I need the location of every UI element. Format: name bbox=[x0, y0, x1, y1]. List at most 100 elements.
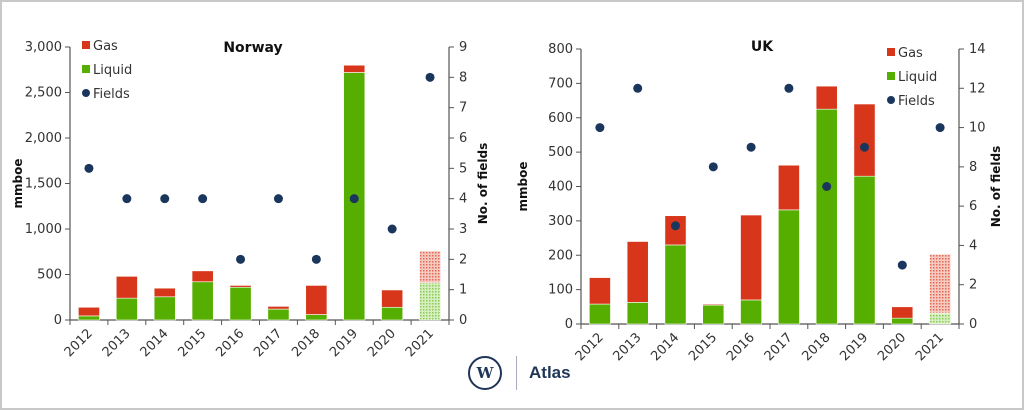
y2-tick-label: 6 bbox=[459, 131, 467, 146]
y-tick-label: 400 bbox=[548, 180, 573, 195]
bar-gas-2019 bbox=[343, 64, 366, 73]
y-tick-label: 500 bbox=[548, 145, 573, 160]
bar-liquid-2016 bbox=[740, 299, 762, 325]
point-fields-2019 bbox=[349, 194, 359, 204]
brand-logo-icon: W bbox=[468, 356, 502, 390]
y-tick-label: 500 bbox=[37, 268, 62, 283]
y-tick-label: 600 bbox=[548, 111, 573, 126]
point-fields-2013 bbox=[122, 194, 132, 204]
y2-tick-label: 2 bbox=[459, 252, 467, 267]
bar-liquid-2021 bbox=[419, 282, 441, 321]
point-fields-2014 bbox=[671, 221, 680, 231]
x-tick-label: 2015 bbox=[686, 330, 720, 364]
y-tick-label: 0 bbox=[54, 313, 62, 328]
point-fields-2014 bbox=[160, 194, 170, 204]
y2-tick-label: 1 bbox=[459, 283, 467, 298]
brand-name: Atlas bbox=[529, 363, 571, 382]
legend-swatch-fields bbox=[82, 89, 90, 97]
point-fields-2020 bbox=[897, 260, 907, 270]
legend-swatch-gas bbox=[82, 41, 90, 49]
chart-uk: 0 100 200 300 400 500 600 700 800 0 2 4 6 8 10 12 14 2012… bbox=[516, 39, 1003, 364]
bar-gas-2017 bbox=[778, 164, 800, 211]
x-tick-label: 2014 bbox=[138, 326, 172, 360]
x-tick-label: 2017 bbox=[251, 326, 285, 360]
point-fields-2013 bbox=[633, 83, 643, 93]
x-tick-label: 2016 bbox=[724, 330, 758, 364]
x-tick-label: 2019 bbox=[837, 330, 871, 364]
bar-gas-2019 bbox=[853, 103, 876, 177]
point-fields-2017 bbox=[784, 83, 794, 93]
y-tick-label: 1,000 bbox=[25, 222, 62, 237]
x-tick-label: 2021 bbox=[913, 330, 947, 364]
bar-gas-2018 bbox=[815, 85, 838, 110]
y2-tick-label: 6 bbox=[969, 199, 977, 214]
x-tick-label: 2018 bbox=[289, 326, 323, 360]
bar-gas-2013 bbox=[626, 241, 649, 303]
bar-liquid-2013 bbox=[626, 302, 649, 325]
point-fields-2018 bbox=[311, 254, 321, 264]
y-axis-label: mmboe bbox=[11, 159, 25, 209]
legend-label: Gas bbox=[93, 39, 118, 54]
x-tick-label: 2013 bbox=[611, 330, 645, 364]
x-tick-label: 2017 bbox=[762, 330, 796, 364]
x-tick-label: 2021 bbox=[403, 326, 437, 360]
y2-tick-label: 9 bbox=[459, 40, 467, 55]
x-tick-label: 2020 bbox=[365, 326, 399, 360]
y2-axis-label: No. of fields bbox=[476, 143, 490, 225]
bar-liquid-2015 bbox=[702, 304, 725, 325]
y2-tick-label: 8 bbox=[459, 70, 467, 85]
bar-gas-2012 bbox=[78, 306, 100, 317]
y2-axis-label: No. of fields bbox=[989, 146, 1003, 228]
bar-liquid-2018 bbox=[305, 314, 328, 321]
x-tick-label: 2015 bbox=[175, 326, 209, 360]
bar-gas-2020 bbox=[381, 289, 404, 308]
x-tick-label: 2020 bbox=[875, 330, 909, 364]
bar-gas-2016 bbox=[740, 214, 762, 301]
y2-tick-label: 5 bbox=[459, 161, 467, 176]
bar-gas-2021 bbox=[419, 250, 441, 283]
x-tick-label: 2013 bbox=[100, 326, 134, 360]
bar-liquid-2019 bbox=[853, 175, 876, 325]
point-fields-2018 bbox=[822, 182, 832, 191]
x-tick-label: 2012 bbox=[62, 326, 96, 360]
y-tick-label: 1,500 bbox=[25, 177, 62, 192]
atlas-logo: W Atlas bbox=[468, 356, 571, 390]
point-fields-2021 bbox=[935, 123, 945, 133]
bar-liquid-2012 bbox=[589, 303, 611, 325]
y2-tick-label: 0 bbox=[969, 317, 977, 332]
y-axis-label: mmboe bbox=[516, 162, 530, 212]
bar-liquid-2020 bbox=[381, 306, 404, 321]
y-tick-label: 100 bbox=[548, 283, 573, 298]
point-fields-2015 bbox=[708, 162, 718, 172]
y-tick-label: 3,000 bbox=[25, 40, 62, 55]
x-tick-label: 2014 bbox=[648, 330, 682, 364]
legend-swatch-liquid bbox=[82, 65, 90, 73]
bar-liquid-2012 bbox=[78, 315, 100, 321]
bar-liquid-2017 bbox=[778, 209, 800, 325]
y-tick-label: 800 bbox=[548, 42, 573, 57]
point-fields-2017 bbox=[273, 194, 283, 204]
y-tick-label: 2,000 bbox=[25, 131, 62, 146]
x-tick-label: 2019 bbox=[327, 326, 361, 360]
bar-gas-2021 bbox=[929, 253, 951, 314]
legend-swatch-liquid bbox=[887, 72, 895, 80]
legend-label: Gas bbox=[898, 46, 923, 61]
y2-tick-label: 0 bbox=[459, 313, 467, 328]
y-tick-label: 200 bbox=[548, 248, 573, 263]
bar-gas-2013 bbox=[115, 276, 138, 299]
y2-tick-label: 14 bbox=[969, 42, 986, 57]
x-tick-label: 2012 bbox=[573, 330, 607, 364]
y-tick-label: 700 bbox=[548, 76, 573, 91]
bar-liquid-2014 bbox=[153, 296, 176, 321]
bar-gas-2012 bbox=[589, 277, 611, 305]
bar-gas-2015 bbox=[191, 270, 214, 283]
chart-norway: 0 500 1,000 1,500 2,000 2,500 3,000 0 1 2 3 4 5 6 7 8 9 2… bbox=[11, 39, 490, 360]
point-fields-2016 bbox=[236, 254, 246, 264]
legend-label: Liquid bbox=[898, 70, 937, 85]
bar-liquid-2014 bbox=[664, 244, 687, 325]
legend-label: Fields bbox=[898, 94, 935, 109]
bar-liquid-2021 bbox=[929, 312, 951, 325]
legend-swatch-gas bbox=[887, 48, 895, 56]
